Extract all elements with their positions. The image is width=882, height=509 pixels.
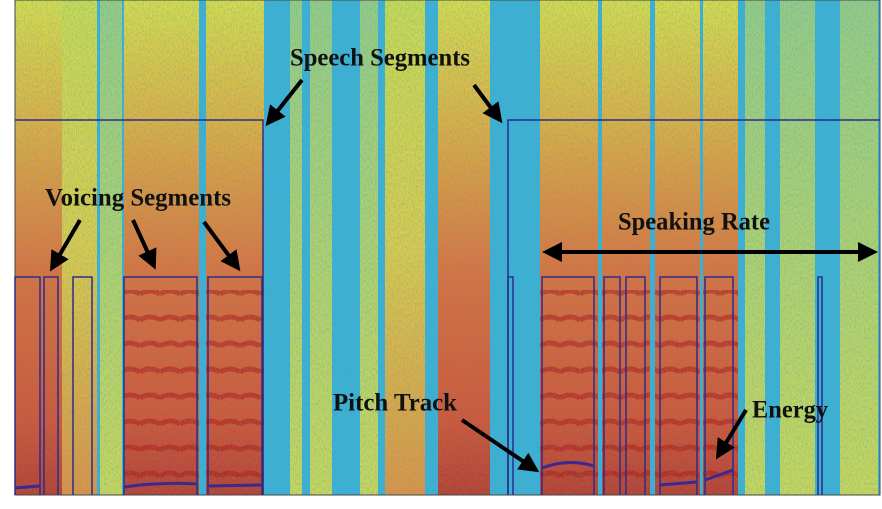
voicing-box bbox=[603, 276, 621, 495]
arrow bbox=[715, 408, 748, 460]
voicing-box bbox=[43, 276, 59, 495]
pitch-track bbox=[14, 461, 734, 490]
speech-segment-box bbox=[15, 119, 264, 495]
arrow bbox=[131, 219, 157, 270]
segment-boxes bbox=[14, 119, 880, 495]
voicing-box bbox=[123, 276, 198, 495]
arrows bbox=[49, 78, 878, 473]
label: Voicing Segments bbox=[45, 185, 231, 212]
arrow bbox=[49, 218, 82, 272]
arrow bbox=[265, 78, 304, 127]
voicing-box bbox=[72, 276, 93, 495]
label: Speaking Rate bbox=[618, 209, 770, 236]
voicing-box bbox=[507, 276, 514, 495]
arrow bbox=[460, 418, 540, 473]
plot-frame bbox=[14, 0, 881, 496]
voicing-box bbox=[704, 276, 734, 495]
voicing-box bbox=[817, 276, 823, 495]
voicing-box bbox=[659, 276, 698, 495]
voicing-box bbox=[541, 276, 595, 495]
voicing-box bbox=[207, 276, 263, 495]
voicing-box bbox=[625, 276, 646, 495]
label: Pitch Track bbox=[333, 390, 457, 417]
label: Energy bbox=[752, 397, 828, 424]
voicing-box bbox=[14, 276, 41, 495]
label: Speech Segments bbox=[290, 45, 470, 72]
voicing-boxes bbox=[14, 276, 823, 495]
arrow bbox=[202, 220, 241, 272]
arrow bbox=[472, 83, 503, 124]
